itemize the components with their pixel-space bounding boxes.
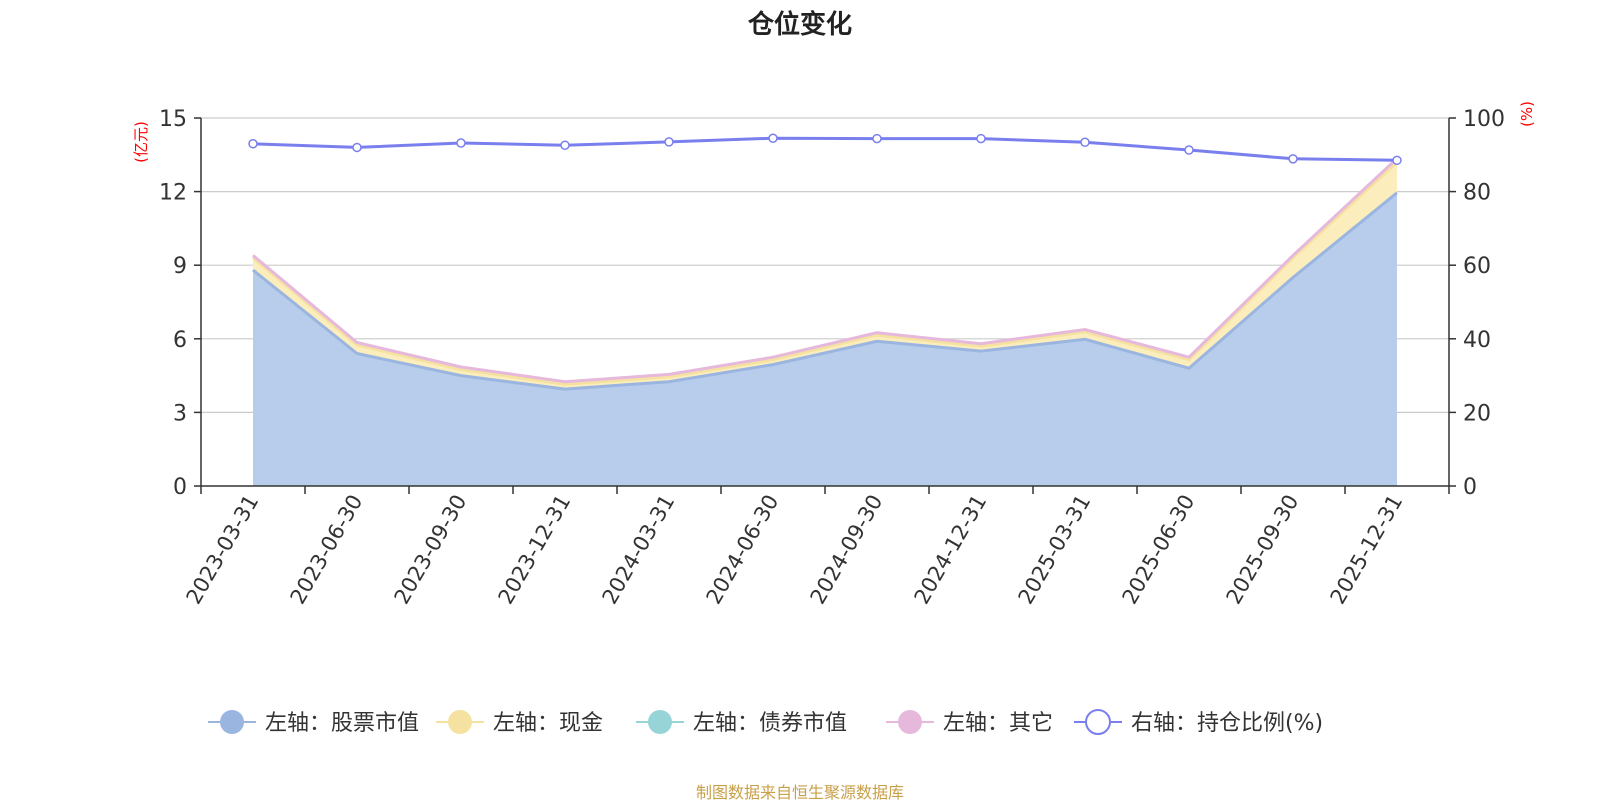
legend-label-other: 左轴：其它 [943,711,1053,736]
series-lines [252,136,1399,391]
x-tick-label: 2023-12-31 [494,491,576,609]
ratio-point [664,137,674,147]
x-tick-label: 2024-06-30 [702,491,784,609]
chart-title: 仓位变化 [747,10,852,40]
line-other [252,157,1399,384]
x-tick-label: 2023-09-30 [390,491,472,609]
line-ratio [252,136,1398,162]
line-stock [252,191,1398,391]
legend-label-cash: 左轴：现金 [493,711,603,736]
right-axis-name: (%) [1518,101,1536,127]
ratio-point [1392,155,1402,166]
ratio-point [352,142,362,153]
line-cash [252,161,1399,386]
ratio-point [1184,145,1194,155]
ratio-point [1080,137,1090,148]
ratio-point [1288,154,1298,164]
legend-label-stock: 左轴：股票市值 [265,711,419,736]
x-tick-label: 2023-06-30 [286,491,368,609]
legend-marker-ratio [1085,709,1111,735]
x-tick-label: 2024-03-31 [598,491,680,609]
right-tick-label: 40 [1463,328,1491,353]
left-tick-label: 3 [173,401,187,426]
legend-marker-stock [220,710,244,734]
left-tick-label: 9 [173,254,187,279]
legend-marker-other [898,710,922,734]
left-tick-label: 0 [173,475,187,500]
legend-marker-cash [448,710,472,734]
source-note: 制图数据来自恒生聚源数据库 [695,783,904,802]
right-tick-label: 20 [1463,401,1491,426]
x-tick-label: 2024-09-30 [806,491,888,609]
x-tick-label: 2025-12-31 [1326,491,1408,609]
area-stock [253,192,1397,487]
left-tick-label: 6 [173,328,187,353]
left-tick-label: 12 [159,181,187,206]
ratio-point [872,133,882,144]
legend-marker-bond [648,710,672,734]
x-tick-label: 2025-09-30 [1222,491,1304,609]
ratio-point [560,140,570,150]
x-tick-label: 2025-03-31 [1014,491,1096,609]
x-tick-label: 2025-06-30 [1118,491,1200,609]
legend-label-ratio: 右轴：持仓比例(%) [1131,711,1323,736]
ratio-point [456,138,466,148]
right-tick-label: 100 [1463,107,1505,132]
left-tick-label: 15 [159,107,187,132]
ratio-point [768,133,778,143]
right-tick-label: 60 [1463,254,1491,279]
legend: 左轴：股票市值 左轴：现金 左轴：债券市值 左轴：其它 右轴：持仓比例(%) [208,709,1323,736]
right-tick-label: 80 [1463,181,1491,206]
ratio-point [976,133,986,144]
ratio-point [248,139,258,149]
area-fills [253,158,1397,487]
left-axis-name: (亿元) [132,121,150,163]
ratio-points [248,133,1402,166]
legend-label-bond: 左轴：债券市值 [693,711,847,736]
x-tick-label: 2023-03-31 [182,491,264,609]
x-tick-label: 2024-12-31 [910,491,992,609]
right-tick-label: 0 [1463,475,1477,500]
